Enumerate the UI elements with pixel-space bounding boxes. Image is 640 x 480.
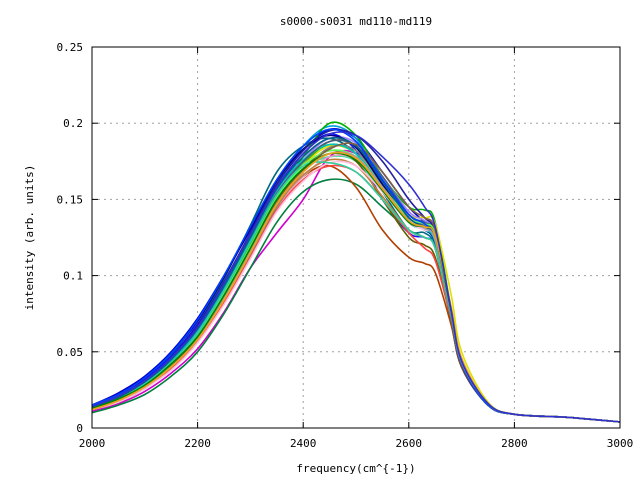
x-tick-label: 2200: [184, 437, 211, 450]
y-tick-label: 0.05: [57, 346, 84, 359]
ticks: 2000 2200 2400 2600 2800 3000 0 0.05 0.1 0.15 0.2 0…: [57, 41, 634, 450]
plot-frame: [91, 46, 621, 429]
series-line-s32: [91, 131, 621, 423]
y-tick-label: 0.15: [57, 193, 84, 206]
x-tick-label: 2400: [290, 437, 317, 450]
y-axis-label: intensity (arb. units): [23, 165, 36, 311]
x-tick-label: 2800: [501, 437, 528, 450]
x-axis-label: frequency(cm^{-1}): [296, 462, 415, 475]
y-tick-label: 0.25: [57, 41, 84, 54]
y-tick-label: 0.2: [63, 117, 83, 130]
grid: [92, 47, 620, 428]
series-line-s28: [91, 128, 621, 423]
series-group: [91, 121, 621, 423]
x-tick-label: 3000: [607, 437, 634, 450]
x-tick-label: 2600: [396, 437, 423, 450]
x-tick-label: 2000: [79, 437, 106, 450]
chart-title: s0000-s0031 md110-md119: [280, 15, 432, 28]
y-tick-label: 0.1: [63, 270, 83, 283]
y-tick-label: 0: [76, 422, 83, 435]
